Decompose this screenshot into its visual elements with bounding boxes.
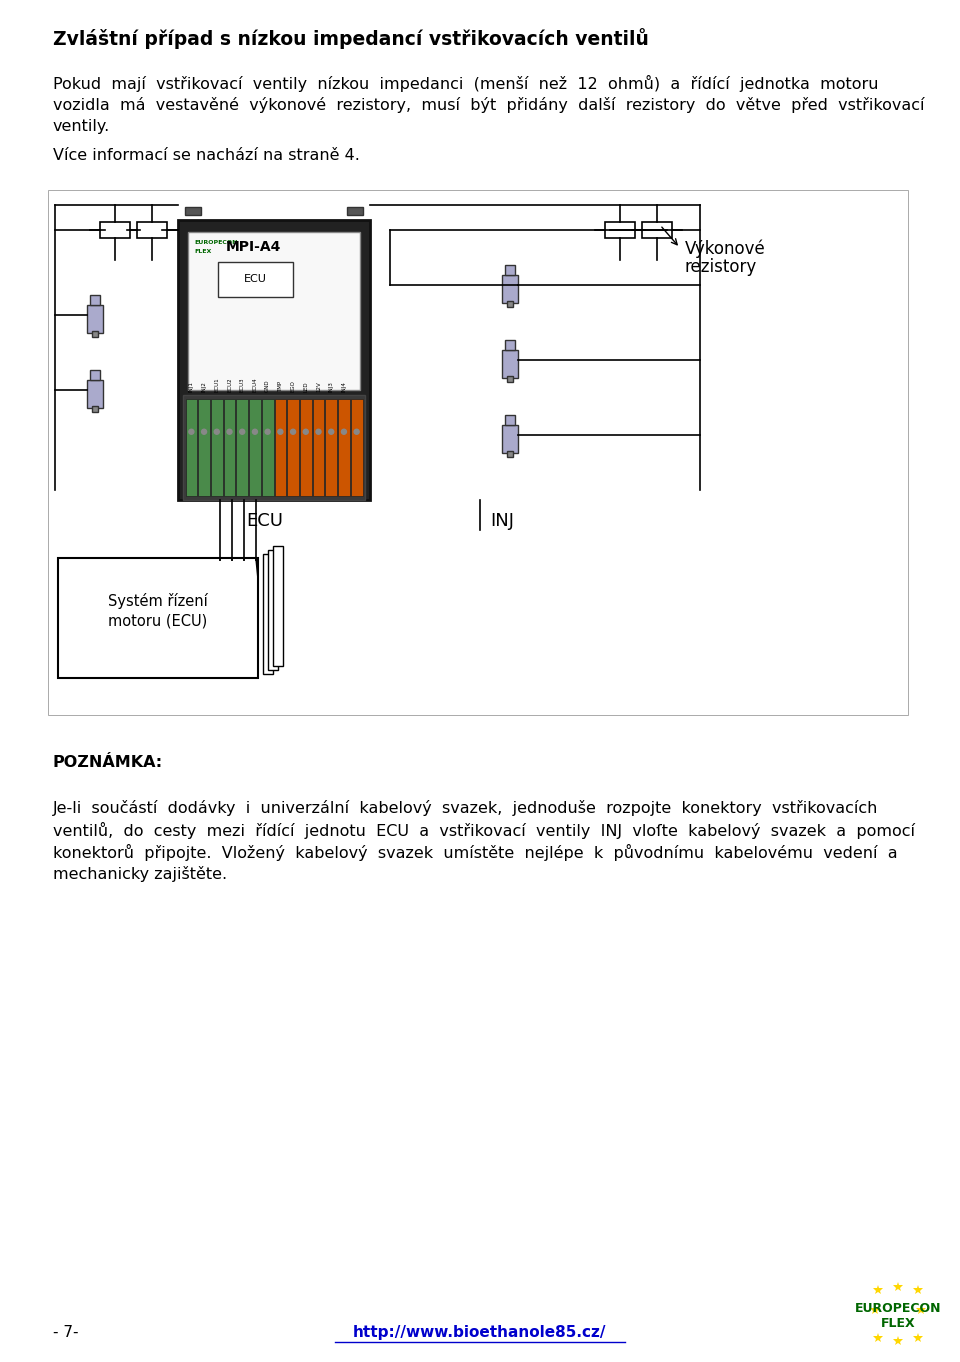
Circle shape <box>240 429 245 434</box>
Text: Pokud  mají  vstřikovací  ventily  nízkou  impedanci  (menší  než  12  ohmů)  a : Pokud mají vstřikovací ventily nízkou im… <box>53 75 878 93</box>
Text: ECU3: ECU3 <box>240 377 245 392</box>
Bar <box>249 399 261 496</box>
Bar <box>502 425 518 454</box>
Text: Zvláštní případ s nízkou impedancí vstřikovacích ventilů: Zvláštní případ s nízkou impedancí vstři… <box>53 29 649 49</box>
Bar <box>505 266 515 275</box>
Bar <box>87 305 103 332</box>
Circle shape <box>303 429 308 434</box>
Circle shape <box>202 429 206 434</box>
Bar <box>507 376 513 381</box>
Bar <box>507 301 513 306</box>
Bar <box>58 558 258 678</box>
Text: INJ3: INJ3 <box>328 381 334 392</box>
Bar <box>507 451 513 458</box>
Bar <box>505 340 515 350</box>
Circle shape <box>214 429 219 434</box>
Circle shape <box>277 429 283 434</box>
Text: INJ2: INJ2 <box>202 381 206 392</box>
Bar <box>48 191 908 715</box>
Text: 12V: 12V <box>316 381 321 392</box>
Bar <box>92 331 98 336</box>
Bar <box>137 222 167 238</box>
Text: Systém řízení: Systém řízení <box>108 592 208 609</box>
Bar <box>325 399 337 496</box>
Text: EUROPECON: EUROPECON <box>854 1302 941 1314</box>
Bar <box>275 399 286 496</box>
Bar <box>605 222 635 238</box>
Bar <box>350 399 363 496</box>
Bar <box>268 550 278 670</box>
Text: Výkonové: Výkonové <box>685 240 766 259</box>
Bar <box>185 399 197 496</box>
Text: EUROPECON: EUROPECON <box>194 240 237 245</box>
Bar <box>185 207 201 215</box>
Bar <box>218 262 293 297</box>
Bar <box>313 399 324 496</box>
Text: motoru (ECU): motoru (ECU) <box>108 613 207 628</box>
Bar <box>300 399 312 496</box>
Bar <box>642 222 672 238</box>
Bar <box>198 399 210 496</box>
Text: ECU1: ECU1 <box>214 377 219 392</box>
Text: FLEX: FLEX <box>194 249 211 253</box>
Text: vozidla  má  vestavěné  výkonové  rezistory,  musí  být  přidány  další  rezisto: vozidla má vestavěné výkonové rezistory,… <box>53 97 924 113</box>
Text: INJ4: INJ4 <box>342 381 347 392</box>
Text: INJ: INJ <box>490 512 514 530</box>
Bar <box>188 232 360 390</box>
Bar <box>92 406 98 411</box>
Circle shape <box>291 429 296 434</box>
Bar <box>338 399 349 496</box>
Circle shape <box>252 429 257 434</box>
Bar <box>502 275 518 302</box>
Bar <box>505 415 515 425</box>
Bar <box>263 554 273 674</box>
Circle shape <box>227 429 232 434</box>
Text: ECU: ECU <box>244 275 267 285</box>
Text: MPI-A4: MPI-A4 <box>226 240 281 253</box>
Text: GND: GND <box>265 380 270 392</box>
Text: ventilů,  do  cesty  mezi  řídící  jednotu  ECU  a  vstřikovací  ventily  INJ  v: ventilů, do cesty mezi řídící jednotu EC… <box>53 823 915 839</box>
Bar <box>211 399 223 496</box>
Text: rezistory: rezistory <box>685 257 757 276</box>
Bar <box>236 399 248 496</box>
Text: INJ1: INJ1 <box>189 381 194 392</box>
Text: Je-li  součástí  dodávky  i  univerzální  kabelový  svazek,  jednoduše  rozpojte: Je-li součástí dodávky i univerzální kab… <box>53 799 878 816</box>
Bar <box>90 296 100 305</box>
Text: TMP: TMP <box>277 381 283 392</box>
Circle shape <box>316 429 321 434</box>
Text: LED: LED <box>303 381 308 392</box>
Bar <box>87 380 103 409</box>
Circle shape <box>342 429 347 434</box>
Text: FLEX: FLEX <box>880 1317 915 1331</box>
Text: konektorů  připojte.  Vložený  kabelový  svazek  umístěte  nejlépe  k  původnímu: konektorů připojte. Vložený kabelový sva… <box>53 844 898 861</box>
Text: POZNÁMKA:: POZNÁMKA: <box>53 755 163 770</box>
Bar <box>287 399 299 496</box>
Text: ECU2: ECU2 <box>227 377 232 392</box>
Circle shape <box>328 429 334 434</box>
Circle shape <box>354 429 359 434</box>
Bar <box>273 546 283 666</box>
Text: ventily.: ventily. <box>53 118 110 133</box>
Bar <box>90 370 100 380</box>
Text: - 7-: - 7- <box>53 1325 79 1340</box>
Text: http://www.bioethanole85.cz/: http://www.bioethanole85.cz/ <box>353 1325 607 1340</box>
Circle shape <box>265 429 270 434</box>
Text: ECU: ECU <box>247 512 283 530</box>
Text: mechanicky zajištěte.: mechanicky zajištěte. <box>53 866 228 883</box>
Bar <box>178 221 370 500</box>
Bar <box>347 207 363 215</box>
Bar <box>502 350 518 379</box>
Text: ECU4: ECU4 <box>252 377 257 392</box>
Text: Více informací se nachází na straně 4.: Více informací se nachází na straně 4. <box>53 148 360 163</box>
Bar <box>100 222 130 238</box>
Bar <box>262 399 274 496</box>
Text: EGO: EGO <box>291 380 296 392</box>
Bar <box>224 399 235 496</box>
Bar <box>183 395 365 500</box>
Circle shape <box>189 429 194 434</box>
